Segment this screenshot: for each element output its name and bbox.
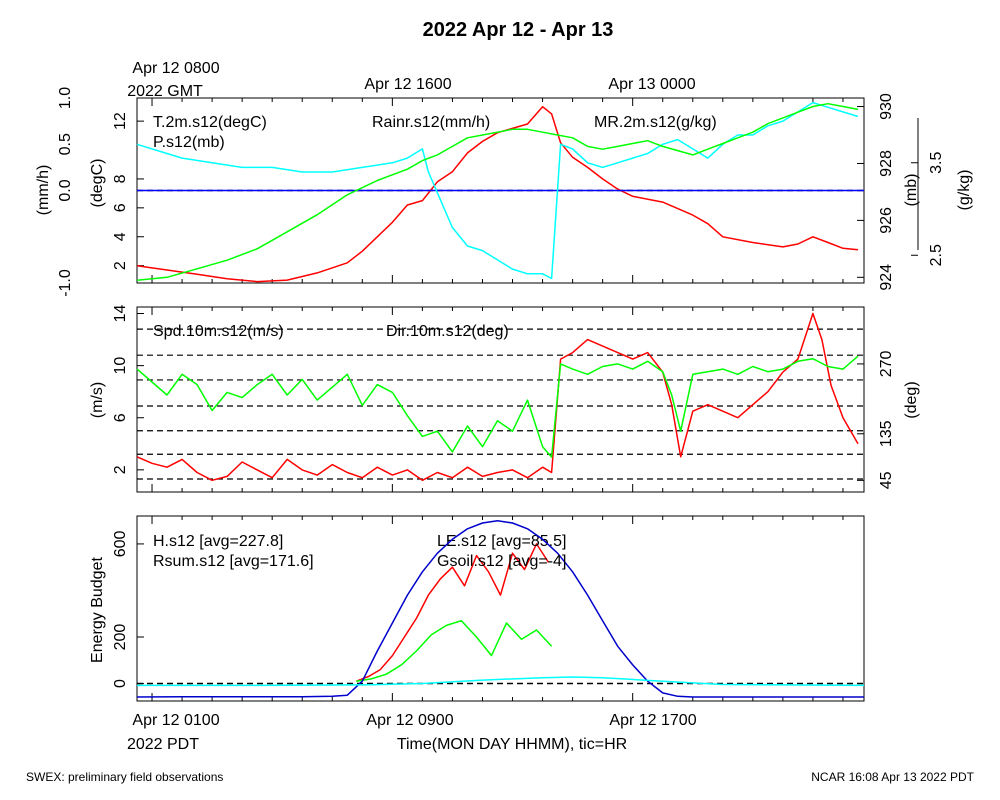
series-line (136, 102, 859, 281)
middle-panel-frame (136, 306, 865, 493)
series-line (356, 619, 553, 682)
y-tick-label: 924 (878, 264, 895, 291)
y-tick-label: 928 (878, 150, 895, 177)
y-tick-label: 926 (878, 207, 895, 234)
series-line (136, 105, 859, 283)
y-tick-label: 0.5 (57, 133, 74, 155)
series-line (136, 101, 859, 280)
axis-title: (mb) (903, 174, 920, 207)
series-line (137, 676, 865, 687)
y-tick-label: 2 (112, 465, 129, 474)
series-line (136, 312, 859, 482)
series-line (356, 543, 550, 682)
top-axis-sublabel: 2022 GMT (127, 83, 203, 100)
axis-title: Energy Budget (89, 557, 106, 663)
legend-label: Rsum.s12 [avg=171.6] (153, 553, 314, 570)
legend-label: MR.2m.s12(g/kg) (594, 114, 717, 131)
bottom-axis-label-1: Apr 12 0100 (132, 712, 219, 729)
axis-title: (deg) (903, 381, 920, 418)
legend-label: H.s12 [avg=227.8] (153, 533, 283, 550)
axis-title: (mm/h) (35, 165, 52, 216)
legend-label: T.2m.s12(degC) (153, 114, 267, 131)
bottom-panel-frame (136, 515, 865, 702)
y-tick-label: 14 (112, 305, 129, 323)
axis-title: (degC) (89, 159, 106, 208)
footer-left: SWEX: preliminary field observations (26, 770, 223, 784)
legend-label: Dir.10m.s12(deg) (386, 323, 509, 340)
legend-label: LE.s12 [avg=85.5] (437, 533, 566, 550)
y-tick-label: 6 (112, 413, 129, 422)
bottom-axis-sublabel: 2022 PDT (127, 736, 199, 753)
axis-title: (g/kg) (956, 170, 973, 211)
y-tick-label: 1.0 (57, 87, 74, 109)
y-tick-label: 930 (878, 93, 895, 120)
y-tick-label: 270 (878, 350, 895, 377)
legend-label: Rainr.s12(mm/h) (372, 114, 490, 131)
y-tick-label: 200 (112, 624, 129, 651)
series-line (136, 519, 864, 698)
y-tick-label: 0 (112, 679, 129, 688)
bottom-axis-label-2: Apr 12 0900 (366, 712, 453, 729)
bottom-axis-label-3: Apr 12 1700 (609, 712, 696, 729)
y-tick-label: 2.5 (928, 244, 945, 266)
y-tick-label: 6 (112, 203, 129, 212)
chart-title: 2022 Apr 12 - Apr 13 (423, 19, 614, 41)
footer-right: NCAR 16:08 Apr 13 2022 PDT (811, 770, 974, 784)
series-line (136, 355, 859, 458)
top-axis-label-1: Apr 12 0800 (132, 60, 219, 77)
legend-label: Gsoil.s12 [avg=-4] (437, 553, 566, 570)
x-axis-title: Time(MON DAY HHMM), tic=HR (397, 736, 627, 753)
chart-generated-layer: -1.0 0.0 0.5 1.0 (mm/h) 2 4 6 8 12 (degC) 924 926 928… (35, 87, 973, 701)
y-tick-label: 12 (112, 112, 129, 130)
y-tick-label: 135 (878, 420, 895, 447)
legend-label: P.s12(mb) (153, 134, 225, 151)
y-tick-label: 10 (112, 357, 129, 375)
y-tick-label: 3.5 (928, 152, 945, 174)
y-tick-label: -1.0 (57, 269, 74, 297)
y-tick-label: 0.0 (57, 179, 74, 201)
top-axis-label-3: Apr 13 0000 (608, 76, 695, 93)
top-axis-label-2: Apr 12 1600 (364, 76, 451, 93)
legend-label: Spd.10m.s12(m/s) (153, 323, 284, 340)
y-tick-label: 2 (112, 261, 129, 270)
y-tick-label: 8 (112, 174, 129, 183)
y-tick-label: 600 (112, 530, 129, 557)
y-tick-label: 4 (112, 232, 129, 241)
y-tick-label: 45 (878, 471, 895, 489)
axis-title: (m/s) (89, 382, 106, 418)
